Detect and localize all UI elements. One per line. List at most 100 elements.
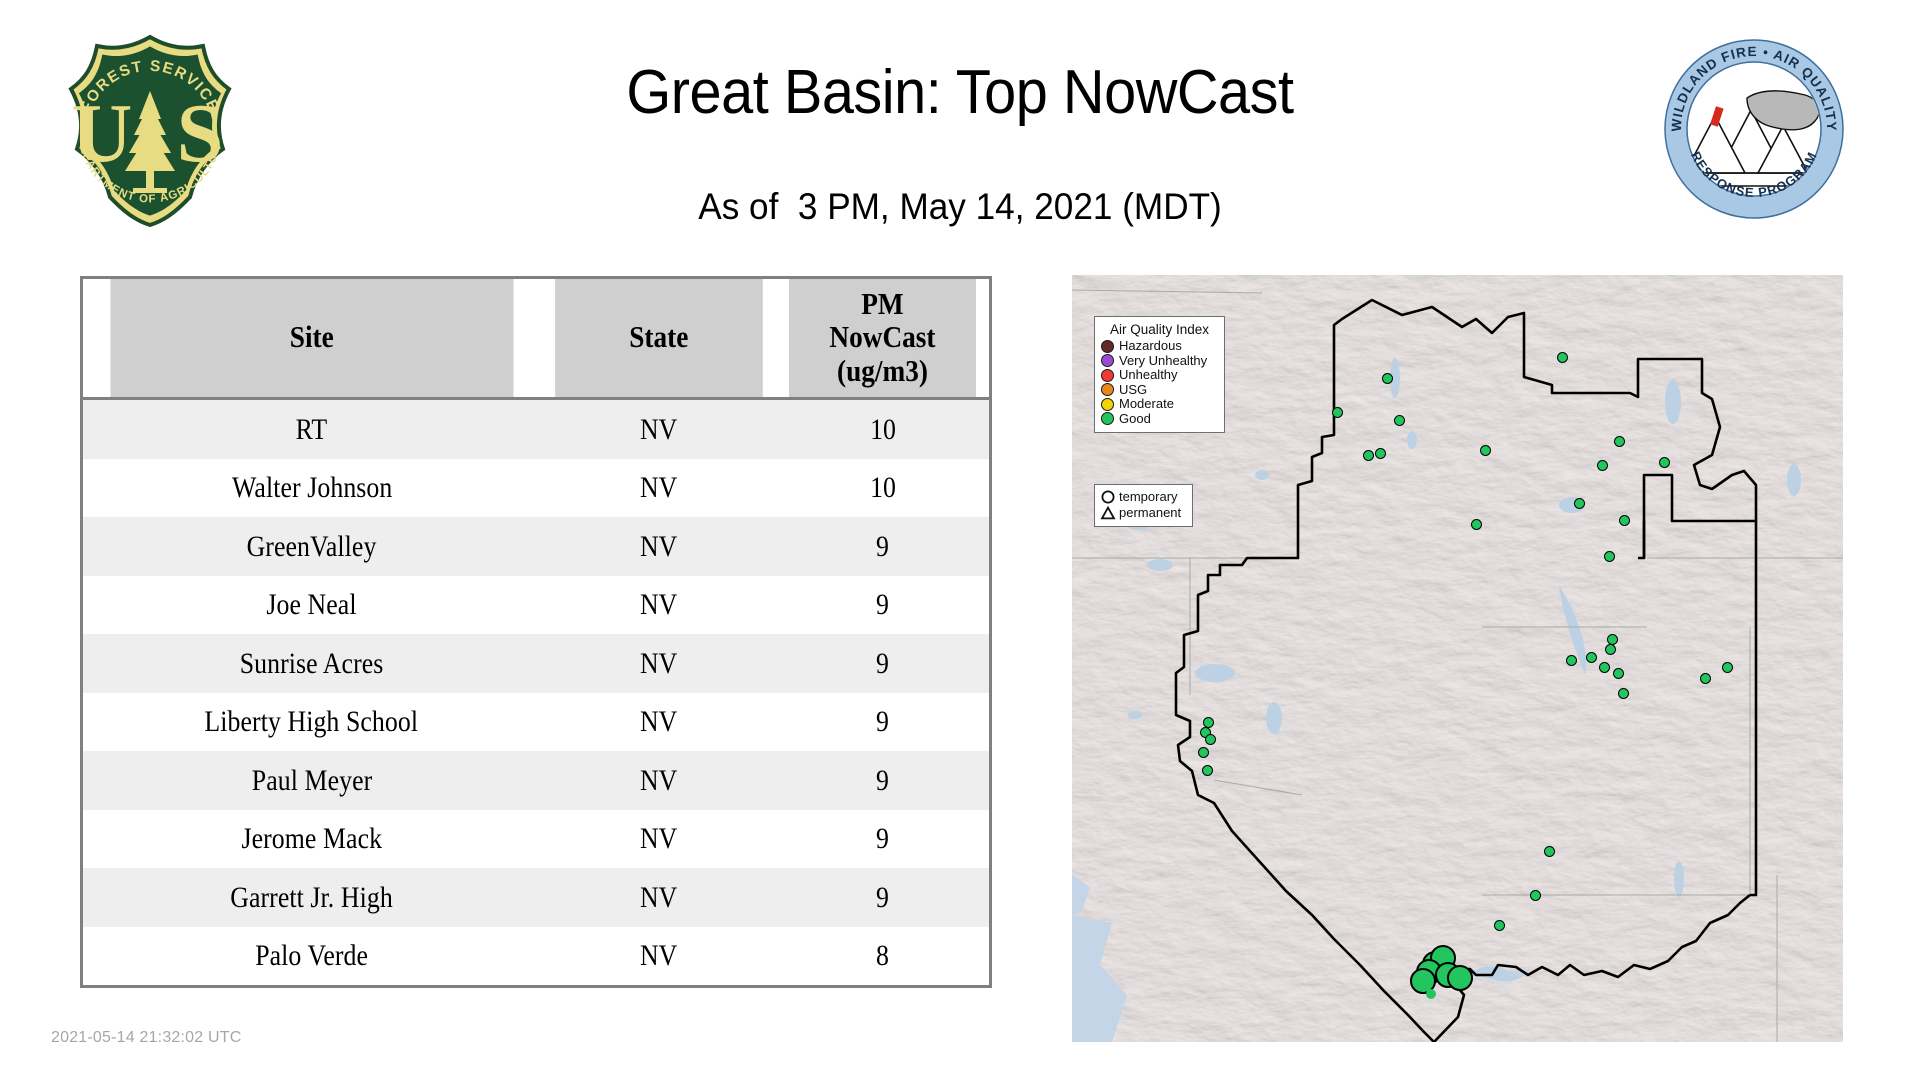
svg-text:U: U	[72, 87, 133, 180]
cell-pm: 10	[869, 412, 896, 446]
monitor-dot[interactable]	[1699, 672, 1711, 684]
monitor-dot[interactable]	[1381, 372, 1393, 384]
cell-site: Liberty High School	[204, 705, 419, 739]
column-header-pm-line2: NowCast	[829, 319, 936, 355]
table-header-row: Site State PM NowCast (ug/m3)	[83, 279, 989, 401]
aqi-label-good: Good	[1119, 410, 1151, 426]
cell-site: Garrett Jr. High	[230, 880, 394, 914]
cell-site: Jerome Mack	[241, 822, 383, 856]
monitor-dot[interactable]	[1479, 444, 1491, 456]
monitor-dot[interactable]	[1331, 406, 1343, 418]
monitor-dot[interactable]	[1613, 435, 1625, 447]
monitor-dot[interactable]	[1606, 633, 1618, 645]
aqi-swatch-usg	[1101, 383, 1114, 397]
monitor-dot[interactable]	[1604, 643, 1616, 655]
site-type-item-permanent: permanent	[1100, 505, 1187, 521]
monitor-dot[interactable]	[1201, 764, 1213, 776]
table-row: Paul Meyer NV 9	[83, 751, 989, 810]
column-header-pm-line3: (ug/m3)	[837, 352, 929, 388]
cell-pm: 9	[876, 880, 889, 914]
map-ocean-inlet	[1072, 875, 1090, 915]
monitor-dot[interactable]	[1410, 968, 1436, 994]
cell-site: GreenValley	[246, 529, 377, 563]
table-row: Joe Neal NV 9	[83, 575, 989, 635]
monitor-dot[interactable]	[1470, 518, 1482, 530]
aqi-label-hazardous: Hazardous	[1119, 338, 1182, 354]
monitor-dot[interactable]	[1447, 965, 1473, 991]
triangle-icon	[1100, 505, 1116, 521]
cell-site: RT	[295, 412, 328, 446]
cell-site: Sunrise Acres	[239, 646, 384, 680]
cell-state: NV	[639, 880, 677, 914]
aqi-label-moderate: Moderate	[1119, 396, 1174, 412]
cell-state: NV	[639, 763, 677, 797]
map-water-bodies	[1127, 358, 1801, 982]
timestamp-label: 2021-05-14 21:32:02 UTC	[51, 1029, 242, 1046]
monitor-dot[interactable]	[1585, 651, 1597, 663]
aqi-legend: Air Quality Index Hazardous Very Unhealt…	[1094, 316, 1225, 433]
table-row: Garrett Jr. High NV 9	[83, 868, 989, 927]
monitor-dot[interactable]	[1618, 514, 1630, 526]
cell-state: NV	[639, 646, 677, 680]
monitor-dot[interactable]	[1565, 654, 1577, 666]
monitor-dot[interactable]	[1426, 989, 1436, 999]
aqi-swatch-good	[1101, 412, 1114, 426]
monitor-dot[interactable]	[1617, 687, 1629, 699]
cell-state: NV	[639, 412, 677, 446]
aqi-legend-title: Air Quality Index	[1109, 322, 1210, 337]
aqi-legend-item-hazardous: Hazardous	[1101, 339, 1218, 354]
monitor-dot[interactable]	[1393, 414, 1405, 426]
monitor-dot[interactable]	[1374, 447, 1386, 459]
page-title: Great Basin: Top NowCast	[626, 58, 1294, 127]
cell-pm: 9	[876, 646, 889, 680]
aqi-legend-item-very-unhealthy: Very Unhealthy	[1101, 352, 1218, 369]
table-row: Walter Johnson NV 10	[83, 458, 989, 518]
aqi-label-very-unhealthy: Very Unhealthy	[1119, 352, 1208, 368]
monitor-dot[interactable]	[1573, 497, 1585, 509]
circle-icon	[1100, 489, 1116, 505]
aqi-label-usg: USG	[1119, 381, 1148, 397]
cell-state: NV	[639, 588, 677, 622]
monitor-dot[interactable]	[1197, 746, 1209, 758]
monitor-dot[interactable]	[1596, 459, 1608, 471]
monitor-dot[interactable]	[1529, 889, 1541, 901]
monitor-dot[interactable]	[1202, 716, 1214, 728]
cell-site: Paul Meyer	[251, 763, 373, 797]
monitor-dot[interactable]	[1658, 456, 1670, 468]
wildland-fire-air-quality-response-program-logo: WILDLAND FIRE • AIR QUALITY RESPONSE PRO…	[1663, 38, 1845, 220]
monitor-dot[interactable]	[1598, 661, 1610, 673]
cell-pm: 10	[869, 471, 896, 505]
aqi-swatch-hazardous	[1101, 339, 1114, 353]
aqi-legend-item-good: Good	[1101, 410, 1218, 427]
monitor-dot[interactable]	[1543, 845, 1555, 857]
monitor-dot[interactable]	[1612, 667, 1624, 679]
column-header-state: State	[554, 279, 762, 401]
cell-pm: 9	[876, 822, 889, 856]
cell-state: NV	[639, 471, 677, 505]
column-header-state-line1: State	[628, 319, 688, 355]
monitor-dot[interactable]	[1721, 661, 1733, 673]
air-quality-map[interactable]: Air Quality Index Hazardous Very Unhealt…	[1072, 275, 1843, 1042]
cell-site: Palo Verde	[255, 939, 369, 973]
aqi-swatch-very-unhealthy	[1101, 354, 1114, 368]
monitor-dot[interactable]	[1556, 351, 1568, 363]
aqi-swatch-moderate	[1101, 397, 1114, 411]
cell-state: NV	[639, 705, 677, 739]
site-type-label-permanent: permanent	[1119, 505, 1182, 520]
map-state-borders	[1174, 298, 1758, 1042]
monitor-dot[interactable]	[1493, 919, 1505, 931]
cell-pm: 9	[876, 529, 889, 563]
column-header-pm-nowcast: PM NowCast (ug/m3)	[788, 279, 977, 401]
monitor-dot[interactable]	[1362, 449, 1374, 461]
aqi-legend-item-moderate: Moderate	[1101, 397, 1218, 412]
svg-text:S: S	[177, 87, 224, 180]
cell-state: NV	[639, 822, 677, 856]
table-row: Palo Verde NV 8	[83, 926, 989, 986]
cell-state: NV	[639, 529, 677, 563]
monitor-dot[interactable]	[1603, 550, 1615, 562]
table-row: RT NV 10	[83, 398, 989, 459]
cell-site: Walter Johnson	[231, 471, 392, 505]
monitor-dot[interactable]	[1204, 733, 1216, 745]
nowcast-table: Site State PM NowCast (ug/m3) RT NV 10 W…	[80, 276, 992, 989]
cell-pm: 9	[876, 763, 889, 797]
